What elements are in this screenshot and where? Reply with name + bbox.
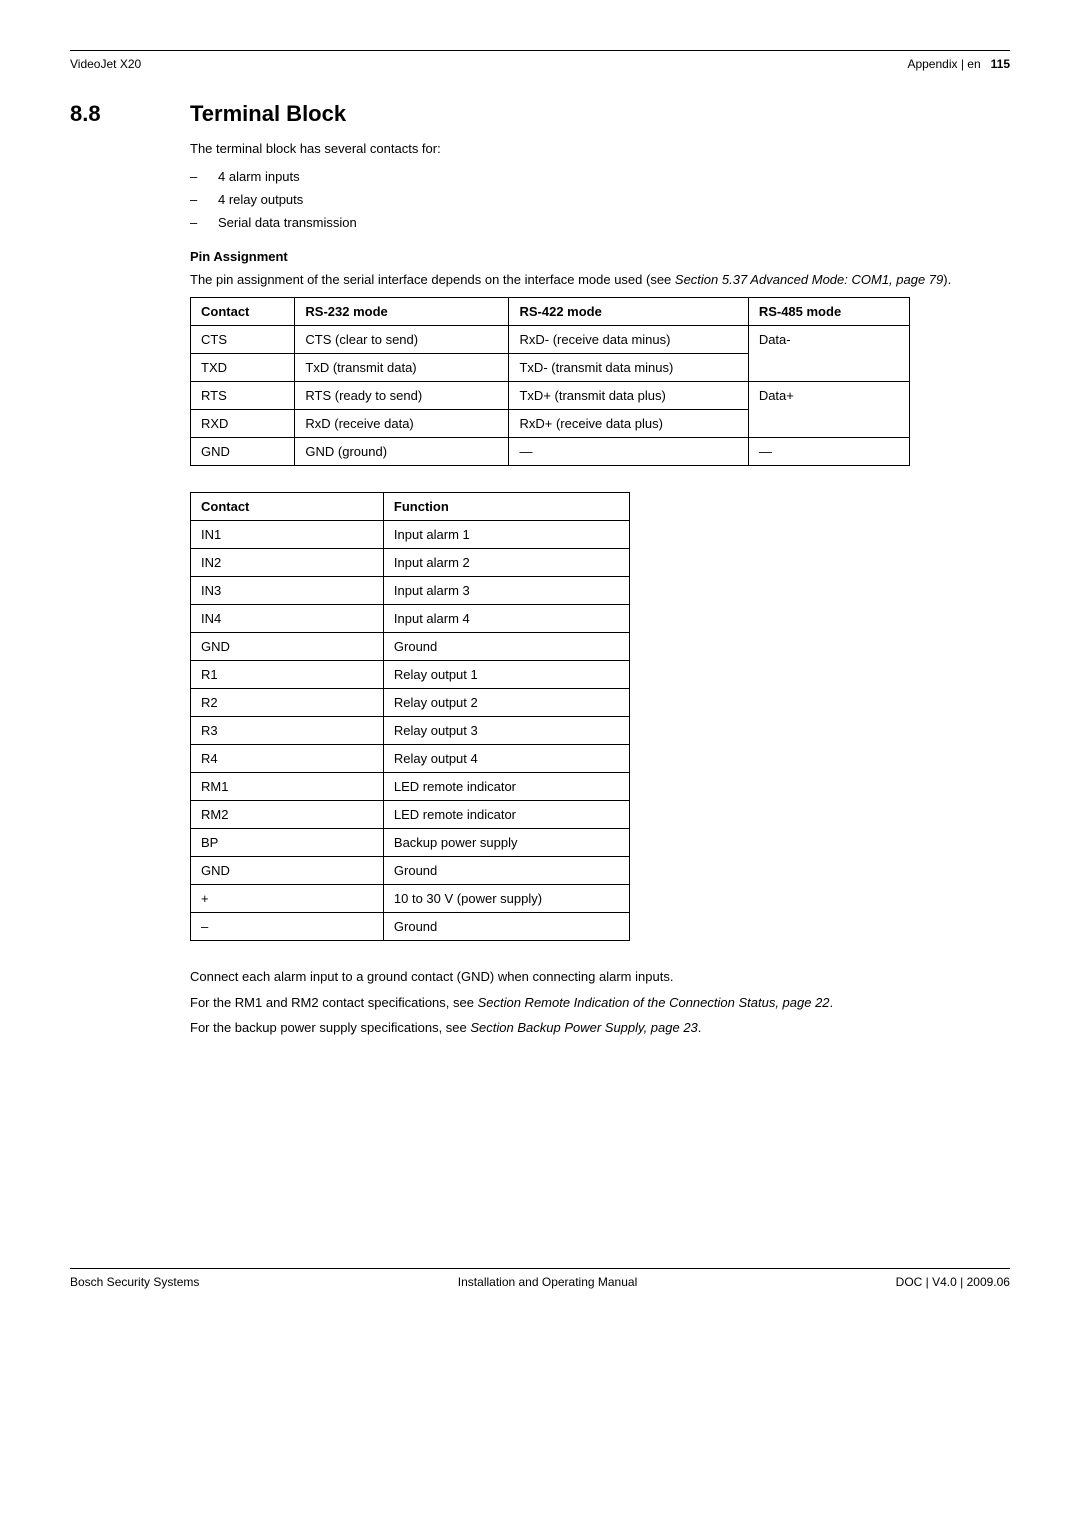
section-heading: 8.8 Terminal Block <box>70 101 1010 127</box>
pin-assignment-heading: Pin Assignment <box>190 249 1010 264</box>
table-header: RS-485 mode <box>748 298 909 326</box>
table-header: Contact <box>191 298 295 326</box>
table-header: Function <box>383 493 629 521</box>
closing-p3: For the backup power supply specificatio… <box>190 1018 1010 1038</box>
closing-p2: For the RM1 and RM2 contact specificatio… <box>190 993 1010 1013</box>
footer-left: Bosch Security Systems <box>70 1275 199 1289</box>
table-row: GNDGround <box>191 857 630 885</box>
table-row: R4Relay output 4 <box>191 745 630 773</box>
closing-p1: Connect each alarm input to a ground con… <box>190 967 1010 987</box>
page-footer: Bosch Security Systems Installation and … <box>70 1275 1010 1289</box>
table-row: IN4Input alarm 4 <box>191 605 630 633</box>
table-row: IN1Input alarm 1 <box>191 521 630 549</box>
table-row: IN2Input alarm 2 <box>191 549 630 577</box>
page-header: VideoJet X20 Appendix | en 115 <box>70 57 1010 71</box>
table-row: +10 to 30 V (power supply) <box>191 885 630 913</box>
footer-right: DOC | V4.0 | 2009.06 <box>896 1275 1010 1289</box>
bullet-item: –Serial data transmission <box>190 211 1010 234</box>
table-row: IN3Input alarm 3 <box>191 577 630 605</box>
table-row: R2Relay output 2 <box>191 689 630 717</box>
header-right: Appendix | en 115 <box>907 57 1010 71</box>
table-row: RM1LED remote indicator <box>191 773 630 801</box>
section-title: Terminal Block <box>190 101 346 127</box>
table-header: Contact <box>191 493 384 521</box>
table-row: BPBackup power supply <box>191 829 630 857</box>
table-row: R3Relay output 3 <box>191 717 630 745</box>
pin-assignment-text: The pin assignment of the serial interfa… <box>190 270 1010 290</box>
table-row: RTSRTS (ready to send)TxD+ (transmit dat… <box>191 382 910 410</box>
table-row: R1Relay output 1 <box>191 661 630 689</box>
table-row: –Ground <box>191 913 630 941</box>
bullet-item: –4 alarm inputs <box>190 165 1010 188</box>
table-row: RM2LED remote indicator <box>191 801 630 829</box>
intro-text: The terminal block has several contacts … <box>190 139 1010 159</box>
header-left: VideoJet X20 <box>70 57 141 71</box>
table-header: RS-422 mode <box>509 298 748 326</box>
section-number: 8.8 <box>70 101 190 127</box>
table-row: CTSCTS (clear to send)RxD- (receive data… <box>191 326 910 354</box>
table-row: GNDGround <box>191 633 630 661</box>
table-header: RS-232 mode <box>295 298 509 326</box>
table-row: GNDGND (ground)—— <box>191 438 910 466</box>
bullet-list: –4 alarm inputs–4 relay outputs–Serial d… <box>190 165 1010 235</box>
contact-function-table: ContactFunctionIN1Input alarm 1IN2Input … <box>190 492 630 941</box>
bullet-item: –4 relay outputs <box>190 188 1010 211</box>
serial-mode-table: ContactRS-232 modeRS-422 modeRS-485 mode… <box>190 297 910 466</box>
footer-center: Installation and Operating Manual <box>458 1275 637 1289</box>
